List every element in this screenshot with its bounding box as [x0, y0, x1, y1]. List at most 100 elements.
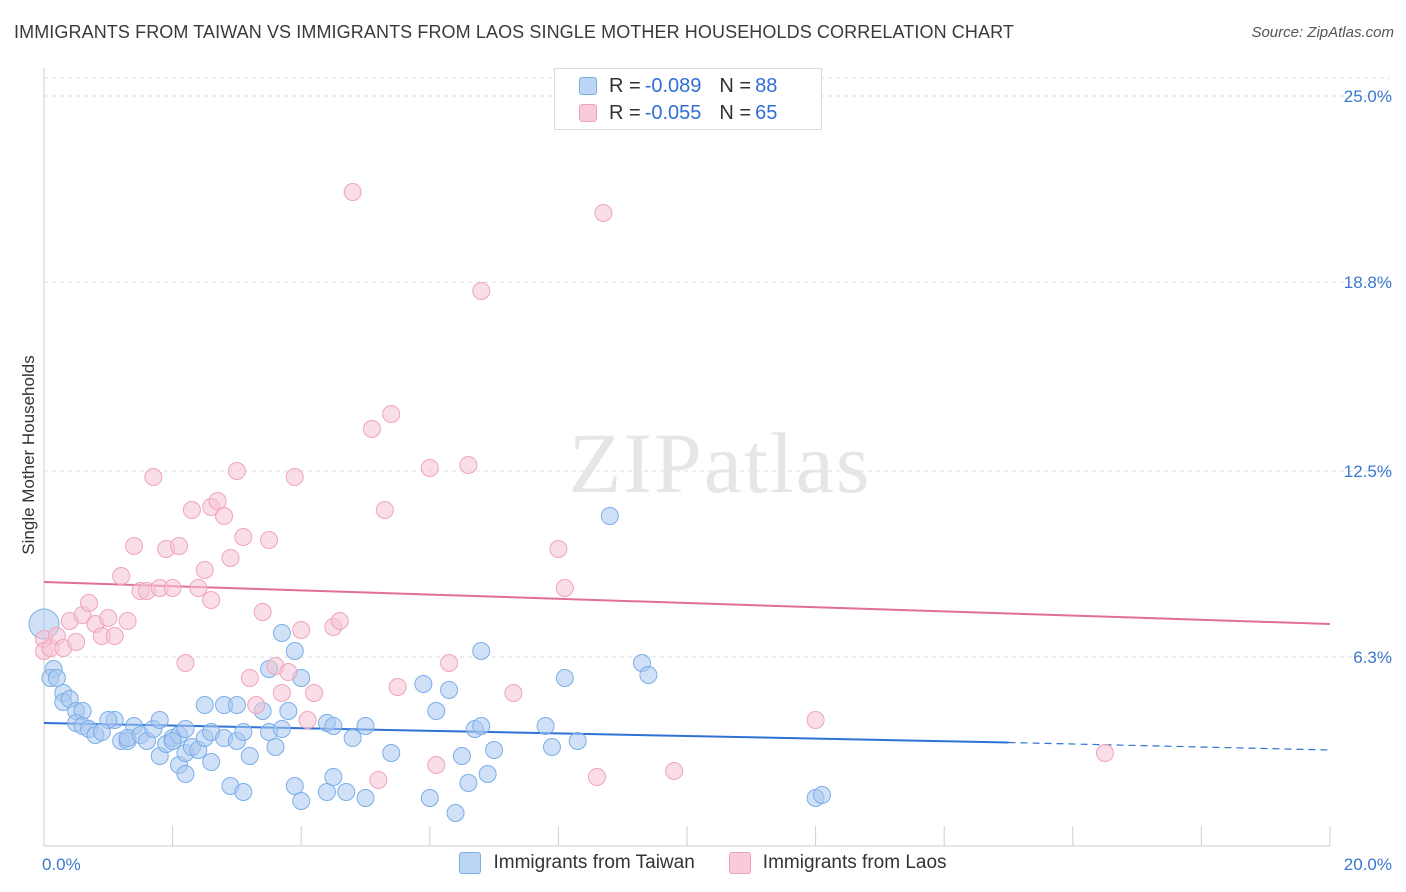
data-point-laos: [118, 612, 137, 630]
data-point-laos: [247, 696, 266, 714]
data-point-taiwan: [176, 765, 195, 783]
series-label-laos: Immigrants from Laos: [762, 852, 947, 873]
data-point-laos: [330, 612, 349, 630]
data-point-laos: [99, 609, 118, 627]
data-point-laos: [388, 678, 407, 696]
data-point-taiwan: [414, 675, 433, 693]
legend-swatch-laos: [579, 104, 597, 122]
legend-n-value: 88: [755, 74, 778, 97]
data-point-taiwan: [337, 783, 356, 801]
data-point-laos: [1095, 744, 1114, 762]
data-point-taiwan: [195, 696, 214, 714]
series-legend-taiwan[interactable]: Immigrants from Taiwan: [459, 852, 695, 874]
data-point-taiwan: [47, 669, 66, 687]
data-point-laos: [144, 468, 163, 486]
data-point-laos: [459, 456, 478, 474]
series-label-taiwan: Immigrants from Taiwan: [493, 852, 695, 873]
data-point-laos: [253, 603, 272, 621]
data-point-taiwan: [568, 732, 587, 750]
data-point-taiwan: [452, 747, 471, 765]
data-point-laos: [189, 579, 208, 597]
data-point-taiwan: [420, 789, 439, 807]
data-point-laos: [587, 768, 606, 786]
data-point-laos: [279, 663, 298, 681]
data-point-taiwan: [472, 717, 491, 735]
data-point-laos: [305, 684, 324, 702]
watermark: ZIPatlas: [569, 415, 872, 511]
trend-lines: [43, 581, 1331, 751]
legend-n-value: 65: [755, 101, 778, 124]
trend-line-taiwan-extension: [1008, 741, 1331, 751]
y-tick-label: 25.0%: [1344, 87, 1392, 106]
y-tick-label: 18.8%: [1344, 273, 1392, 292]
legend-r-value: -0.055: [644, 101, 702, 124]
data-point-laos: [427, 756, 446, 774]
chart-source: Source: ZipAtlas.com: [1251, 24, 1394, 41]
data-point-laos: [343, 183, 362, 201]
data-point-taiwan: [279, 702, 298, 720]
data-point-laos: [555, 579, 574, 597]
data-point-laos: [549, 540, 568, 558]
tick-labels: 6.3% 12.5% 18.8% 25.0% 0.0% 20.0%: [42, 87, 1392, 874]
series-legend-laos[interactable]: Immigrants from Laos: [728, 852, 947, 874]
data-point-taiwan: [227, 696, 246, 714]
data-point-laos: [67, 633, 86, 651]
data-point-laos: [375, 501, 394, 519]
legend-r-label: R =: [609, 101, 641, 124]
y-tick-label: 6.3%: [1353, 648, 1392, 667]
data-point-taiwan: [285, 642, 304, 660]
data-point-taiwan: [234, 723, 253, 741]
data-point-laos: [163, 579, 182, 597]
data-point-laos: [202, 591, 221, 609]
data-point-laos: [227, 462, 246, 480]
legend-n-label: N =: [719, 101, 752, 124]
data-point-taiwan: [446, 804, 465, 822]
y-axis-label: Single Mother Households: [19, 355, 38, 554]
data-point-taiwan: [639, 666, 658, 684]
data-point-taiwan: [440, 681, 459, 699]
data-point-taiwan: [478, 765, 497, 783]
data-point-taiwan: [272, 720, 291, 738]
axes: [43, 68, 1331, 847]
data-point-laos: [260, 531, 279, 549]
data-point-taiwan: [600, 507, 619, 525]
data-point-laos: [125, 537, 144, 555]
data-point-laos: [105, 627, 124, 645]
data-point-taiwan: [272, 624, 291, 642]
data-point-taiwan: [266, 738, 285, 756]
data-point-taiwan: [317, 783, 336, 801]
legend-r-label: R =: [609, 74, 641, 97]
data-point-taiwan: [555, 669, 574, 687]
legend-r-value: -0.089: [644, 74, 702, 97]
data-point-taiwan: [150, 711, 169, 729]
legend-entry-laos: R = -0.055 N = 65: [579, 101, 777, 125]
data-point-taiwan: [472, 642, 491, 660]
trend-line-laos: [43, 581, 1331, 625]
data-point-laos: [806, 711, 825, 729]
data-point-taiwan: [324, 768, 343, 786]
x-tick-label: 20.0%: [1344, 855, 1392, 874]
data-point-taiwan: [356, 717, 375, 735]
legend: R = -0.089 N = 88 R = -0.055 N = 65: [554, 68, 822, 130]
data-point-taiwan: [234, 783, 253, 801]
data-point-laos: [272, 684, 291, 702]
data-point-laos: [382, 405, 401, 423]
legend-entry-taiwan: R = -0.089 N = 88: [579, 74, 777, 98]
data-point-laos: [594, 204, 613, 222]
data-point-laos: [362, 420, 381, 438]
data-point-taiwan: [427, 702, 446, 720]
data-point-taiwan: [240, 747, 259, 765]
data-point-taiwan: [382, 744, 401, 762]
data-point-laos: [208, 492, 227, 510]
data-point-taiwan: [343, 729, 362, 747]
data-point-taiwan: [536, 717, 555, 735]
data-point-taiwan: [292, 792, 311, 810]
data-point-laos: [112, 567, 131, 585]
data-point-taiwan: [356, 789, 375, 807]
data-point-laos: [80, 594, 99, 612]
y-tick-label: 12.5%: [1344, 462, 1392, 481]
data-point-taiwan: [542, 738, 561, 756]
data-point-laos: [215, 507, 234, 525]
series-swatch-laos: [728, 852, 751, 874]
chart-title: IMMIGRANTS FROM TAIWAN VS IMMIGRANTS FRO…: [14, 22, 1014, 42]
